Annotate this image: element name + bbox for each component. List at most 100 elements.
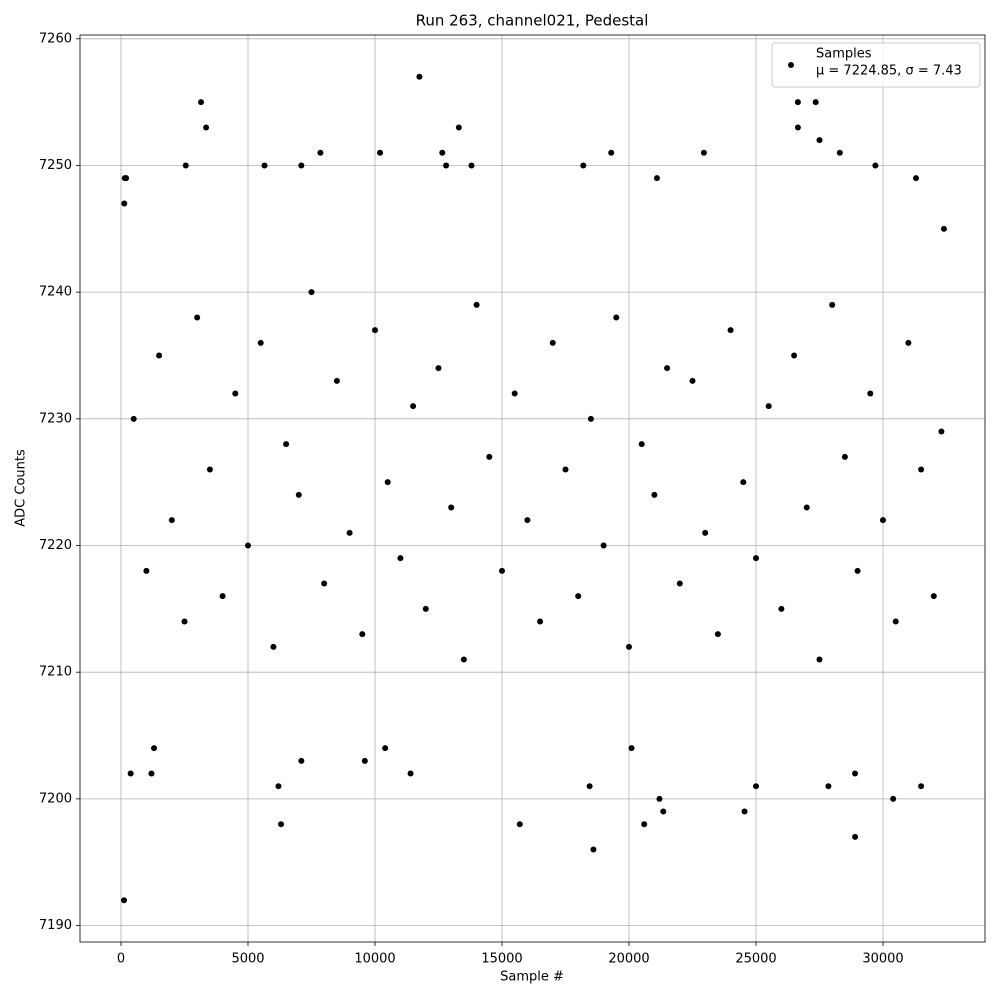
point [586, 783, 593, 790]
point [194, 314, 201, 321]
point [613, 314, 620, 321]
point [443, 162, 450, 169]
x-tick-label: 0 [117, 952, 125, 967]
point [803, 504, 810, 511]
point [600, 542, 607, 549]
point [270, 643, 277, 650]
point [641, 821, 648, 828]
point [562, 466, 569, 473]
y-tick-label: 7220 [39, 538, 72, 553]
point [295, 491, 302, 498]
point [938, 428, 945, 435]
point [168, 517, 175, 524]
point [590, 846, 597, 853]
point [825, 783, 832, 790]
x-tick-label: 25000 [735, 952, 776, 967]
point [867, 390, 874, 397]
point [664, 365, 671, 372]
x-tick-label: 30000 [862, 952, 903, 967]
point [321, 580, 328, 587]
point [143, 567, 150, 574]
point [676, 580, 683, 587]
point [203, 124, 210, 131]
point [397, 555, 404, 562]
point [608, 149, 615, 156]
point [361, 757, 368, 764]
point [410, 403, 417, 410]
point [741, 808, 748, 815]
point [371, 327, 378, 334]
point [740, 479, 747, 486]
point [298, 757, 305, 764]
legend: Samples μ = 7224.85, σ = 7.43 [771, 42, 981, 88]
legend-box [771, 42, 981, 88]
chart-title: Run 263, channel021, Pedestal [416, 12, 649, 30]
y-tick-label: 7240 [39, 285, 72, 300]
point [468, 162, 475, 169]
point [359, 631, 366, 638]
point [913, 175, 920, 182]
point [257, 339, 264, 346]
point [651, 491, 658, 498]
legend-marker [788, 62, 794, 68]
point [278, 821, 285, 828]
point [794, 99, 801, 106]
point [778, 605, 785, 612]
point [524, 517, 531, 524]
point [232, 390, 239, 397]
point [123, 175, 130, 182]
point [700, 149, 707, 156]
point [653, 175, 660, 182]
x-tick-label: 10000 [354, 952, 395, 967]
point [121, 897, 128, 904]
point [317, 149, 324, 156]
point [275, 783, 282, 790]
point [333, 377, 340, 384]
point [791, 352, 798, 359]
point [638, 441, 645, 448]
point [580, 162, 587, 169]
point [261, 162, 268, 169]
points [121, 73, 947, 904]
point [439, 149, 446, 156]
plot-frame [79, 34, 986, 943]
point [219, 593, 226, 600]
point [283, 441, 290, 448]
x-axis-label: Sample # [500, 970, 564, 985]
point [892, 618, 899, 625]
point [298, 162, 305, 169]
point [940, 225, 947, 232]
point [752, 555, 759, 562]
legend-label: Samples [816, 47, 872, 62]
point [625, 643, 632, 650]
point [448, 504, 455, 511]
point [151, 745, 158, 752]
point [872, 162, 879, 169]
point [473, 301, 480, 308]
point [416, 73, 423, 80]
point [537, 618, 544, 625]
point [794, 124, 801, 131]
point [121, 200, 128, 207]
point [727, 327, 734, 334]
y-axis-label: ADC Counts [14, 449, 29, 527]
point [752, 783, 759, 790]
point [127, 770, 134, 777]
point [460, 656, 467, 663]
point [498, 567, 505, 574]
legend-note: μ = 7224.85, σ = 7.43 [816, 64, 962, 79]
y-tick-label: 7190 [39, 918, 72, 933]
point [455, 124, 462, 131]
point [918, 783, 925, 790]
x-tick-label: 5000 [231, 952, 264, 967]
point [816, 137, 823, 144]
point [244, 542, 251, 549]
point [918, 466, 925, 473]
point [346, 529, 353, 536]
point [407, 770, 414, 777]
point [689, 377, 696, 384]
point [181, 618, 188, 625]
y-tick-label: 7260 [39, 31, 72, 46]
point [879, 517, 886, 524]
